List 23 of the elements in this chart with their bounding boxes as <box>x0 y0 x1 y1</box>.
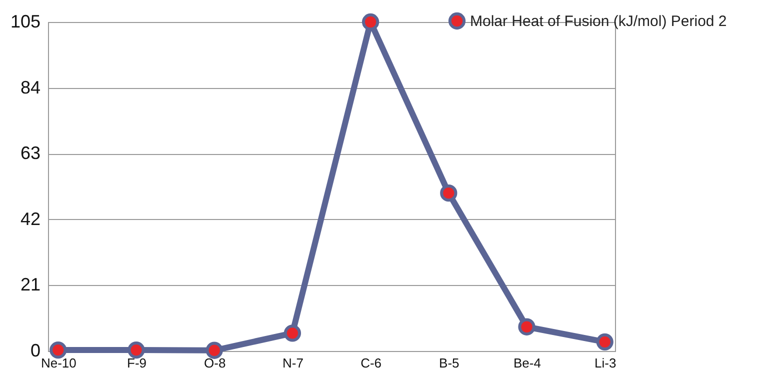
point <box>440 184 458 202</box>
point <box>596 333 614 350</box>
x-tick-label: F-9 <box>127 356 146 370</box>
x-tick-label: N-7 <box>282 356 304 370</box>
y-tick-label: 21 <box>20 274 40 295</box>
x-tick-label: O-8 <box>204 356 226 370</box>
point <box>518 318 536 336</box>
point <box>284 324 302 342</box>
y-tick-label: 84 <box>20 77 40 98</box>
x-tick-label: C-6 <box>360 356 382 370</box>
x-tick-label: Ne-10 <box>40 356 76 370</box>
legend-label: Molar Heat of Fusion (kJ/mol) Period 2 <box>470 13 727 30</box>
y-tick-label: 0 <box>30 340 40 360</box>
x-tick-label: B-5 <box>439 356 460 370</box>
x-tick-label: Li-3 <box>594 356 616 370</box>
y-tick-label: 105 <box>10 12 40 32</box>
point <box>50 342 67 359</box>
y-tick-label: 42 <box>20 208 40 229</box>
point <box>362 13 380 31</box>
point <box>128 342 145 359</box>
x-tick-label: Be-4 <box>514 356 541 370</box>
y-tick-label: 63 <box>20 143 40 164</box>
point <box>206 342 223 359</box>
